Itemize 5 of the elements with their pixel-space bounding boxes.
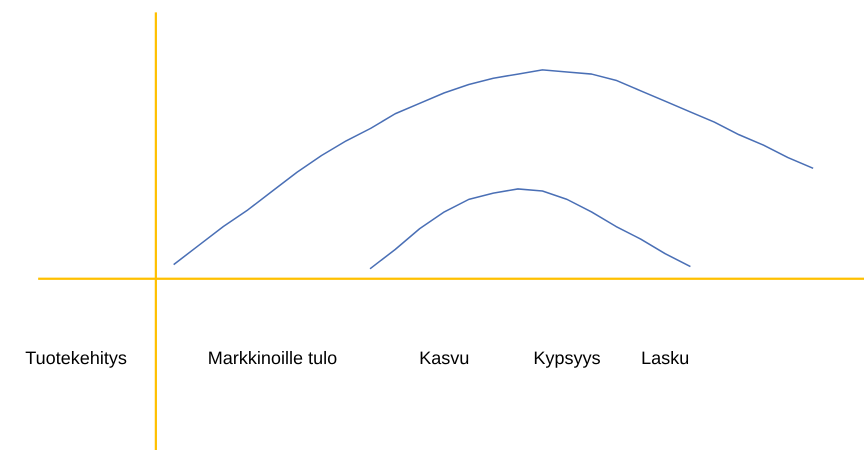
x-tick-label: Kasvu	[420, 352, 468, 364]
x-tick-label: Markkinoille tulo	[209, 350, 336, 364]
x-tick-label: Kypsyys	[534, 352, 600, 368]
x-tick-label: Tuotekehitys	[26, 350, 126, 368]
x-tick-label: Lasku	[642, 350, 688, 364]
